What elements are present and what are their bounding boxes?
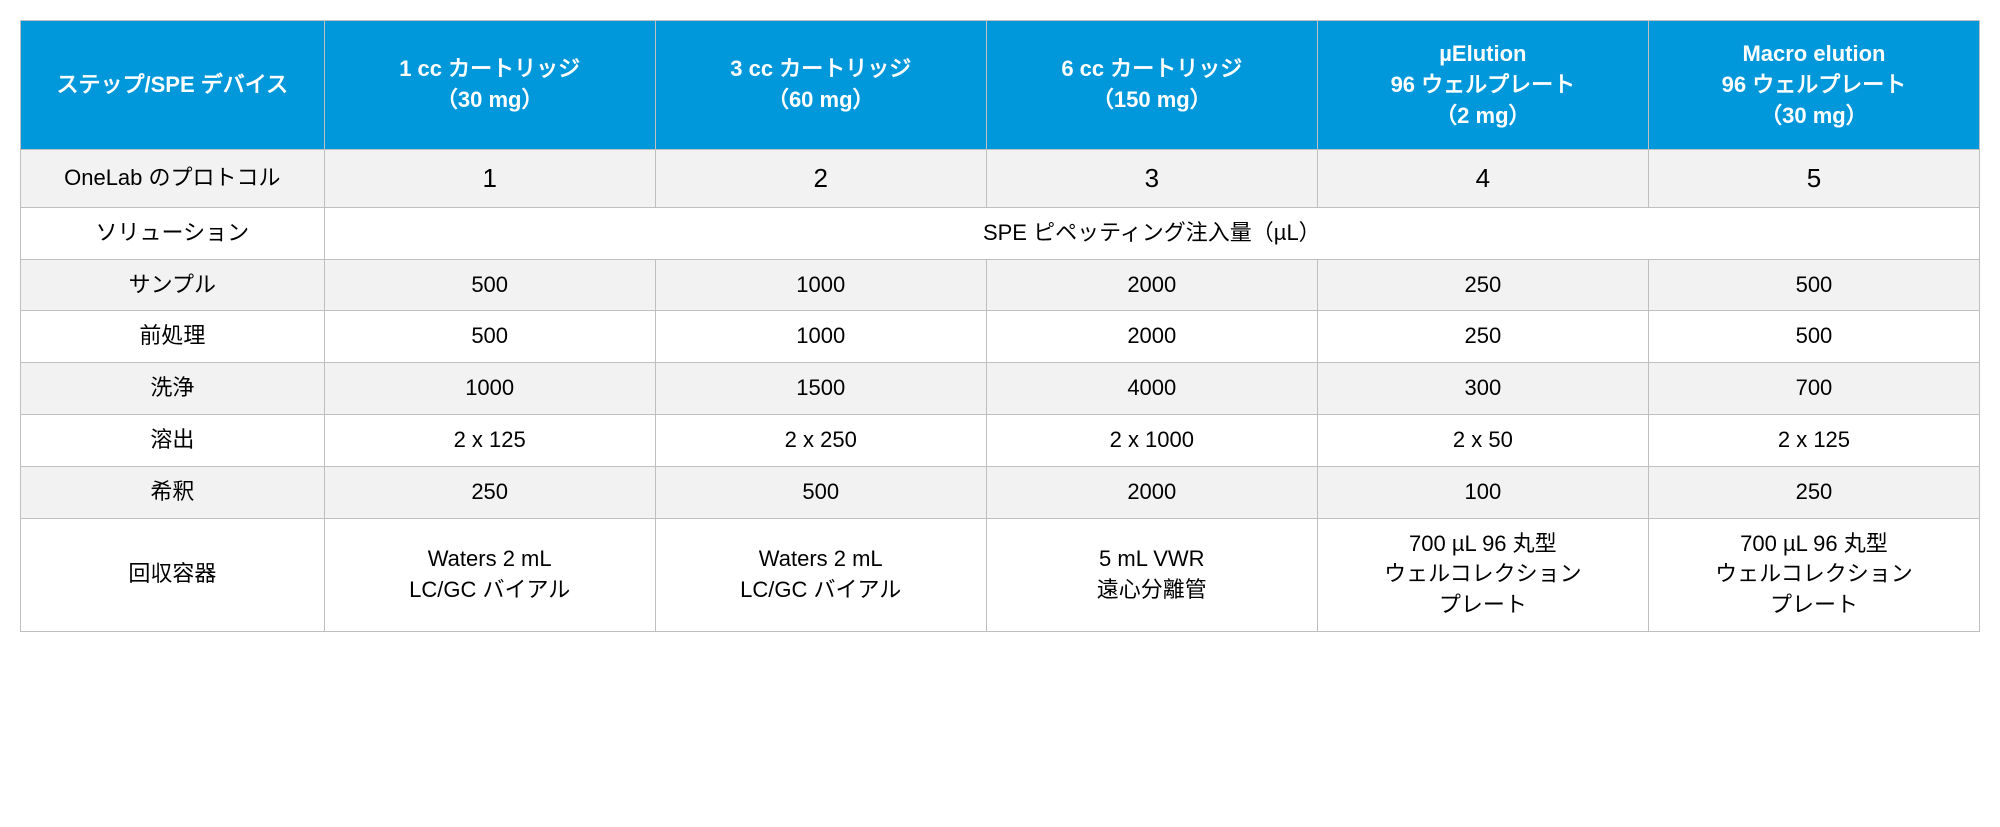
- vessel-label: 回収容器: [21, 518, 325, 631]
- row-dilute-v2: 500: [655, 466, 986, 518]
- row-elute-v5: 2 x 125: [1648, 414, 1979, 466]
- header-col-0: ステップ/SPE デバイス: [21, 21, 325, 150]
- section-span: SPE ピペッティング注入量（µL）: [324, 207, 1979, 259]
- row-elute-v3: 2 x 1000: [986, 414, 1317, 466]
- row-sample: サンプル 500 1000 2000 250 500: [21, 259, 1980, 311]
- protocol-v2: 2: [655, 150, 986, 207]
- header-col-1: 1 cc カートリッジ（30 mg）: [324, 21, 655, 150]
- vessel-v3: 5 mL VWR遠心分離管: [986, 518, 1317, 631]
- row-wash-v2: 1500: [655, 363, 986, 415]
- row-wash-v4: 300: [1317, 363, 1648, 415]
- vessel-v2: Waters 2 mLLC/GC バイアル: [655, 518, 986, 631]
- row-pretreat-v1: 500: [324, 311, 655, 363]
- header-col-2: 3 cc カートリッジ（60 mg）: [655, 21, 986, 150]
- header-col-4: µElution96 ウェルプレート（2 mg）: [1317, 21, 1648, 150]
- protocol-v5: 5: [1648, 150, 1979, 207]
- row-dilute-v1: 250: [324, 466, 655, 518]
- row-sample-v3: 2000: [986, 259, 1317, 311]
- row-elute: 溶出 2 x 125 2 x 250 2 x 1000 2 x 50 2 x 1…: [21, 414, 1980, 466]
- spe-table: ステップ/SPE デバイス 1 cc カートリッジ（30 mg） 3 cc カー…: [20, 20, 1980, 632]
- row-sample-label: サンプル: [21, 259, 325, 311]
- row-pretreat-v2: 1000: [655, 311, 986, 363]
- protocol-v3: 3: [986, 150, 1317, 207]
- row-sample-v2: 1000: [655, 259, 986, 311]
- protocol-v4: 4: [1317, 150, 1648, 207]
- row-sample-v4: 250: [1317, 259, 1648, 311]
- header-col-3: 6 cc カートリッジ（150 mg）: [986, 21, 1317, 150]
- row-sample-v5: 500: [1648, 259, 1979, 311]
- header-col-5: Macro elution96 ウェルプレート（30 mg）: [1648, 21, 1979, 150]
- row-dilute-v3: 2000: [986, 466, 1317, 518]
- row-elute-v4: 2 x 50: [1317, 414, 1648, 466]
- vessel-v1: Waters 2 mLLC/GC バイアル: [324, 518, 655, 631]
- header-row: ステップ/SPE デバイス 1 cc カートリッジ（30 mg） 3 cc カー…: [21, 21, 1980, 150]
- row-wash-label: 洗浄: [21, 363, 325, 415]
- row-pretreat: 前処理 500 1000 2000 250 500: [21, 311, 1980, 363]
- vessel-v5: 700 µL 96 丸型ウェルコレクションプレート: [1648, 518, 1979, 631]
- row-pretreat-v5: 500: [1648, 311, 1979, 363]
- row-wash-v3: 4000: [986, 363, 1317, 415]
- section-row: ソリューション SPE ピペッティング注入量（µL）: [21, 207, 1980, 259]
- row-pretreat-label: 前処理: [21, 311, 325, 363]
- row-elute-label: 溶出: [21, 414, 325, 466]
- row-wash-v5: 700: [1648, 363, 1979, 415]
- row-elute-v2: 2 x 250: [655, 414, 986, 466]
- section-label: ソリューション: [21, 207, 325, 259]
- row-dilute-v4: 100: [1317, 466, 1648, 518]
- protocol-row: OneLab のプロトコル 1 2 3 4 5: [21, 150, 1980, 207]
- row-elute-v1: 2 x 125: [324, 414, 655, 466]
- row-dilute: 希釈 250 500 2000 100 250: [21, 466, 1980, 518]
- protocol-label: OneLab のプロトコル: [21, 150, 325, 207]
- row-pretreat-v4: 250: [1317, 311, 1648, 363]
- row-dilute-label: 希釈: [21, 466, 325, 518]
- vessel-row: 回収容器 Waters 2 mLLC/GC バイアル Waters 2 mLLC…: [21, 518, 1980, 631]
- vessel-v4: 700 µL 96 丸型ウェルコレクションプレート: [1317, 518, 1648, 631]
- row-pretreat-v3: 2000: [986, 311, 1317, 363]
- protocol-v1: 1: [324, 150, 655, 207]
- row-wash-v1: 1000: [324, 363, 655, 415]
- row-wash: 洗浄 1000 1500 4000 300 700: [21, 363, 1980, 415]
- row-dilute-v5: 250: [1648, 466, 1979, 518]
- row-sample-v1: 500: [324, 259, 655, 311]
